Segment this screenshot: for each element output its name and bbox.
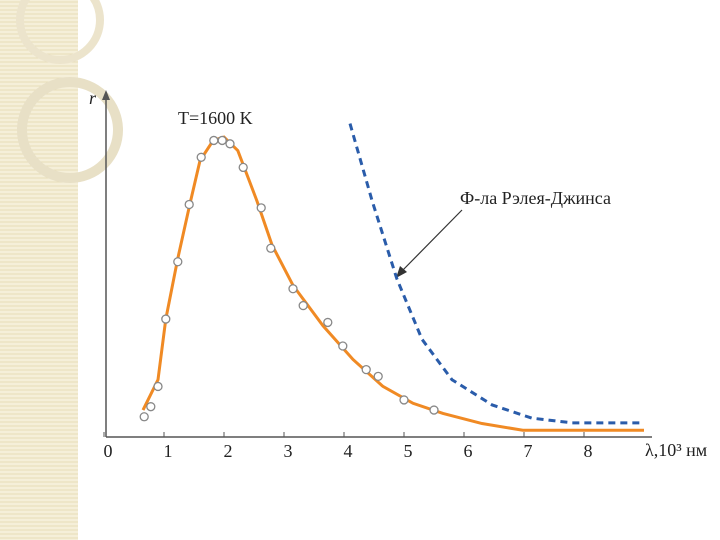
data-point bbox=[298, 300, 308, 311]
data-point bbox=[153, 381, 163, 392]
x-label: λ,10³ нм bbox=[645, 440, 707, 460]
x-tick-label: 5 bbox=[404, 441, 413, 461]
data-point bbox=[256, 203, 266, 213]
data-point bbox=[266, 243, 276, 253]
x-tick-label: 8 bbox=[584, 441, 593, 461]
data-point bbox=[323, 317, 333, 328]
x-tick-label: 7 bbox=[524, 441, 533, 461]
pointer-head bbox=[396, 266, 407, 278]
y-label: r bbox=[89, 88, 97, 108]
data-point bbox=[196, 152, 206, 162]
data-point bbox=[361, 364, 371, 375]
x-tick-label: 4 bbox=[344, 441, 353, 461]
data-point bbox=[429, 405, 439, 415]
data-point bbox=[238, 162, 248, 173]
data-point bbox=[288, 284, 298, 294]
data-point bbox=[217, 135, 227, 146]
data-point bbox=[173, 257, 183, 267]
y-arrow bbox=[102, 90, 110, 100]
data-point bbox=[146, 402, 156, 412]
pointer bbox=[399, 209, 463, 274]
decor-circle bbox=[17, 77, 123, 183]
data-point bbox=[161, 314, 171, 324]
rayleigh-jeans-curve bbox=[348, 123, 644, 425]
x-tick-label: 1 bbox=[164, 441, 173, 461]
data-point bbox=[139, 412, 149, 422]
x-tick-label: 0 bbox=[104, 441, 113, 461]
data-point bbox=[399, 395, 409, 405]
planck-curve bbox=[141, 135, 644, 432]
x-tick-label: 6 bbox=[464, 441, 473, 461]
x-tick-label: 3 bbox=[284, 441, 293, 461]
annotation: T=1600 K bbox=[178, 108, 253, 128]
annotation: Ф-ла Рэлея-Джинса bbox=[460, 188, 611, 208]
data-point bbox=[373, 371, 383, 381]
data-point bbox=[209, 135, 219, 146]
data-point bbox=[225, 139, 235, 149]
decor-circle bbox=[16, 0, 104, 64]
data-point bbox=[184, 199, 194, 210]
x-tick-label: 2 bbox=[224, 441, 233, 461]
data-point bbox=[338, 341, 348, 351]
